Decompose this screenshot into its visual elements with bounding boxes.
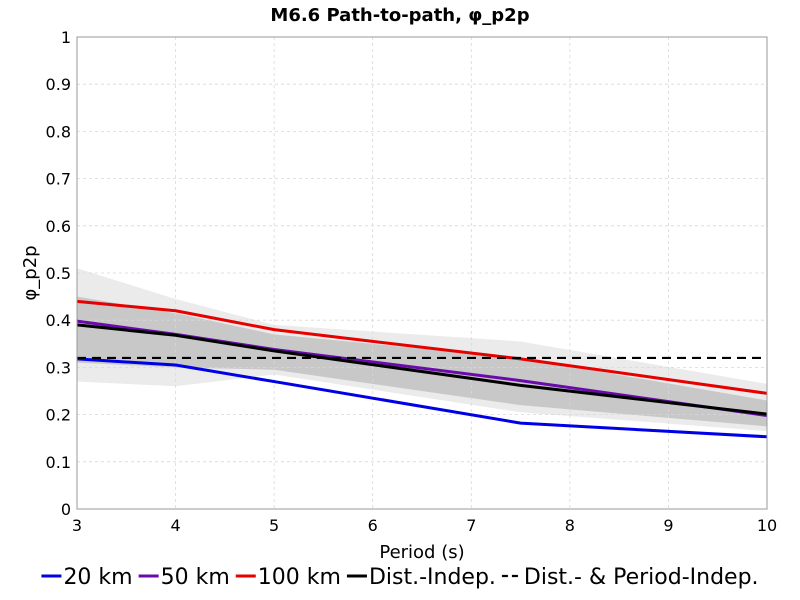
legend-item-2: 100 km (235, 565, 341, 590)
x-tick-label-3: 6 (368, 516, 378, 535)
x-tick-label-7: 10 (757, 516, 777, 535)
y-tick-label-10: 1 (61, 28, 71, 47)
x-tick-label-4: 7 (466, 516, 476, 535)
x-axis-label: Period (s) (379, 542, 464, 563)
legend-label-4: Dist.- & Period-Indep. (524, 565, 759, 590)
series-line-2 (76, 299, 768, 395)
legend-label-2: 100 km (258, 565, 341, 590)
legend-item-3: Dist.-Indep. (346, 565, 496, 590)
y-tick-label-1: 0.1 (46, 453, 71, 472)
legend-item-1: 50 km (138, 565, 230, 590)
legend: 20 km 50 km 100 km Dist.-Indep. Dist.- & Per… (41, 565, 759, 590)
x-tick-label-1: 4 (170, 516, 180, 535)
legend-label-1: 50 km (161, 565, 230, 590)
series-line-3 (76, 323, 768, 416)
y-tick-label-8: 0.8 (46, 122, 71, 141)
tick-labels: 3 4 5 6 7 8 9 10 0 0.1 0.2 0.3 0.4 0.5 0.6 0.7 0.8 0.9 1 (46, 28, 778, 535)
plot-frame (76, 36, 768, 510)
legend-item-0: 20 km (41, 565, 133, 590)
legend-label-3: Dist.-Indep. (369, 565, 496, 590)
y-tick-label-2: 0.2 (46, 406, 71, 425)
x-tick-label-2: 5 (269, 516, 279, 535)
y-tick-label-0: 0 (61, 500, 71, 519)
y-tick-label-7: 0.7 (46, 170, 71, 189)
legend-label-0: 20 km (63, 565, 132, 590)
y-tick-label-5: 0.5 (46, 264, 71, 283)
y-axis-label: φ_p2p (20, 245, 41, 300)
y-tick-label-3: 0.3 (46, 358, 71, 377)
x-tick-label-5: 8 (565, 516, 575, 535)
y-tick-label-9: 0.9 (46, 75, 71, 94)
series-lines (76, 299, 768, 439)
plot-area (76, 36, 768, 510)
series-line-0 (76, 357, 768, 439)
y-tick-label-4: 0.4 (46, 311, 71, 330)
chart-title: M6.6 Path-to-path, φ_p2p (270, 5, 529, 26)
legend-item-4: Dist.- & Period-Indep. (501, 565, 759, 590)
x-tick-label-6: 9 (663, 516, 673, 535)
x-tick-label-0: 3 (72, 516, 82, 535)
y-tick-label-6: 0.6 (46, 217, 71, 236)
